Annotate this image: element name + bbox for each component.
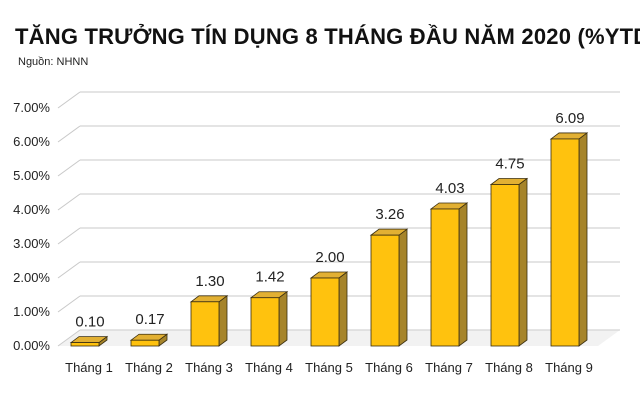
bar <box>70 342 100 347</box>
bar-side <box>398 228 408 347</box>
bar-side <box>218 294 228 347</box>
data-label: 4.75 <box>495 156 524 173</box>
data-label: 2.00 <box>315 249 344 266</box>
grid-connector <box>57 125 81 143</box>
x-tick-label: Tháng 5 <box>305 360 353 375</box>
grid-connector <box>57 295 81 313</box>
y-tick-label: 3.00% <box>13 236 50 251</box>
bar-side <box>518 177 528 347</box>
grid-connector <box>57 91 81 109</box>
bar <box>310 277 340 347</box>
grid-connector <box>57 261 81 279</box>
x-tick-label: Tháng 7 <box>425 360 473 375</box>
y-tick-label: 5.00% <box>13 168 50 183</box>
x-tick-label: Tháng 1 <box>65 360 113 375</box>
x-tick-label: Tháng 2 <box>125 360 173 375</box>
x-tick-label: Tháng 8 <box>485 360 533 375</box>
bar-side <box>458 202 468 347</box>
x-tick-label: Tháng 9 <box>545 360 593 375</box>
x-tick-label: Tháng 6 <box>365 360 413 375</box>
bar <box>430 208 460 347</box>
bar-side <box>578 132 588 347</box>
chart-title: TĂNG TRƯỞNG TÍN DỤNG 8 THÁNG ĐẦU NĂM 202… <box>15 24 640 49</box>
bar-side <box>278 290 288 347</box>
data-label: 0.17 <box>135 311 164 328</box>
data-label: 6.09 <box>555 110 584 127</box>
y-tick-label: 7.00% <box>13 100 50 115</box>
bar <box>250 297 280 347</box>
bar <box>190 301 220 347</box>
grid-connector <box>57 193 81 211</box>
data-label: 1.42 <box>255 269 284 286</box>
source-note: Nguồn: NHNN <box>18 56 89 68</box>
y-tick-label: 2.00% <box>13 270 50 285</box>
x-tick-label: Tháng 3 <box>185 360 233 375</box>
data-label: 1.30 <box>195 273 224 290</box>
grid-connector <box>57 329 81 347</box>
bar-side <box>338 271 348 347</box>
y-tick-label: 4.00% <box>13 202 50 217</box>
y-tick-label: 0.00% <box>13 338 50 353</box>
bar <box>490 184 520 347</box>
data-label: 4.03 <box>435 180 464 197</box>
data-label: 3.26 <box>375 206 404 223</box>
bar <box>550 138 580 347</box>
grid-connector <box>57 159 81 177</box>
grid-connector <box>57 227 81 245</box>
bar <box>370 234 400 347</box>
x-tick-label: Tháng 4 <box>245 360 293 375</box>
bar <box>130 339 160 347</box>
y-tick-label: 1.00% <box>13 304 50 319</box>
y-tick-label: 6.00% <box>13 134 50 149</box>
data-label: 0.10 <box>75 314 104 331</box>
